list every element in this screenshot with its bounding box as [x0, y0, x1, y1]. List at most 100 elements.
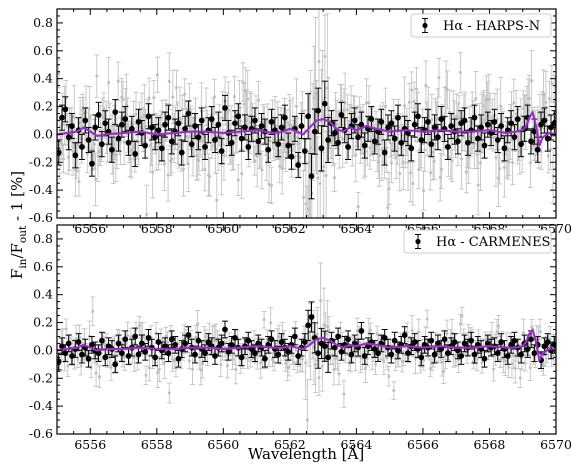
- binned-point: [418, 137, 425, 143]
- unbinned-point: [428, 366, 432, 370]
- unbinned-point: [156, 371, 160, 375]
- binned-point: [351, 117, 358, 124]
- binned-point: [288, 153, 295, 160]
- unbinned-point: [152, 96, 156, 100]
- binned-point: [358, 327, 365, 334]
- unbinned-point: [245, 357, 249, 361]
- binned-point: [345, 336, 351, 343]
- unbinned-point: [550, 82, 554, 86]
- binned-point: [162, 121, 169, 128]
- binned-point: [368, 116, 375, 122]
- unbinned-point: [234, 136, 238, 140]
- binned-point: [305, 322, 312, 329]
- unbinned-point: [163, 162, 167, 166]
- binned-point: [278, 124, 285, 131]
- unbinned-point: [171, 357, 175, 361]
- unbinned-point: [129, 148, 133, 152]
- unbinned-point: [97, 375, 101, 379]
- model-line-bottom: [57, 328, 556, 362]
- unbinned-point: [187, 359, 191, 363]
- legend-label: Hα - HARPS-N: [443, 19, 540, 34]
- binned-point: [454, 347, 461, 354]
- binned-point: [218, 340, 225, 347]
- binned-point: [371, 346, 378, 352]
- unbinned-point: [437, 76, 441, 80]
- unbinned-point: [406, 161, 410, 165]
- unbinned-point: [475, 357, 479, 361]
- unbinned-point: [391, 132, 395, 136]
- binned-point: [128, 125, 135, 132]
- binned-point: [255, 138, 262, 145]
- unbinned-point: [315, 332, 319, 336]
- unbinned-point: [490, 114, 494, 118]
- binned-point: [178, 149, 185, 156]
- binned-point: [345, 144, 351, 150]
- unbinned-point: [222, 153, 226, 157]
- unbinned-point: [298, 155, 302, 159]
- unbinned-point: [122, 140, 126, 144]
- binned-point: [534, 146, 541, 153]
- unbinned-point: [71, 149, 75, 153]
- unbinned-point: [242, 102, 246, 106]
- unbinned-point: [512, 353, 516, 357]
- unbinned-point: [59, 141, 63, 145]
- chart-panels: -0.6 -0.4 -0.2 0.0 0.2 0.4 0.6 0.8 6556 6558 6560 6…: [29, 8, 572, 452]
- unbinned-point: [248, 121, 252, 125]
- binned-point: [518, 141, 524, 148]
- binned-point: [218, 148, 225, 155]
- unbinned-point: [233, 94, 237, 98]
- unbinned-point: [364, 101, 368, 105]
- unbinned-point: [260, 168, 264, 172]
- binned-point: [315, 350, 322, 357]
- y-axis-label: Fin/Fout - 1 [%]: [8, 171, 29, 279]
- unbinned-point: [174, 367, 178, 371]
- unbinned-point: [382, 359, 386, 363]
- unbinned-point: [367, 101, 371, 105]
- unbinned-point: [376, 160, 380, 164]
- unbinned-point: [483, 118, 487, 122]
- unbinned-point: [494, 156, 498, 160]
- binned-point: [411, 121, 418, 128]
- unbinned-point: [324, 174, 328, 178]
- binned-point: [172, 341, 178, 348]
- unbinned-point: [197, 159, 201, 163]
- unbinned-point: [74, 336, 78, 340]
- unbinned-point: [287, 365, 291, 369]
- binned-point: [435, 134, 441, 141]
- unbinned-point: [316, 176, 320, 180]
- unbinned-point: [328, 130, 332, 134]
- unbinned-point: [460, 314, 464, 318]
- binned-point: [461, 340, 468, 347]
- unbinned-point: [440, 360, 444, 364]
- unbinned-point: [81, 108, 85, 112]
- unbinned-point: [337, 372, 341, 376]
- unbinned-point: [144, 373, 148, 377]
- unbinned-point: [479, 161, 483, 165]
- unbinned-point: [186, 162, 190, 166]
- unbinned-point: [221, 116, 225, 120]
- binned-point: [494, 350, 501, 357]
- unbinned-point: [79, 364, 83, 368]
- legend-box: [410, 13, 552, 38]
- unbinned-point: [204, 105, 208, 109]
- binned-point: [325, 354, 332, 361]
- binned-point: [265, 146, 272, 153]
- unbinned-point: [357, 116, 361, 120]
- unbinned-point: [203, 168, 207, 172]
- unbinned-point: [342, 108, 346, 112]
- binned-point: [484, 121, 491, 128]
- binned-point: [245, 144, 252, 150]
- unbinned-point: [410, 329, 414, 333]
- binned-point: [504, 353, 511, 359]
- binned-point: [72, 152, 79, 159]
- unbinned-point: [66, 155, 70, 159]
- unbinned-point: [499, 104, 503, 108]
- unbinned-point: [322, 165, 326, 169]
- binned-point: [471, 114, 478, 121]
- binned-point: [448, 123, 455, 129]
- binned-point: [212, 137, 218, 143]
- unbinned-point: [297, 142, 301, 146]
- binned-point: [395, 114, 401, 121]
- panel-bottom: -0.6 -0.4 -0.2 0.0 0.2 0.4 0.6 0.8 6556 6558 6560 6…: [29, 224, 572, 452]
- binned-point: [215, 121, 222, 128]
